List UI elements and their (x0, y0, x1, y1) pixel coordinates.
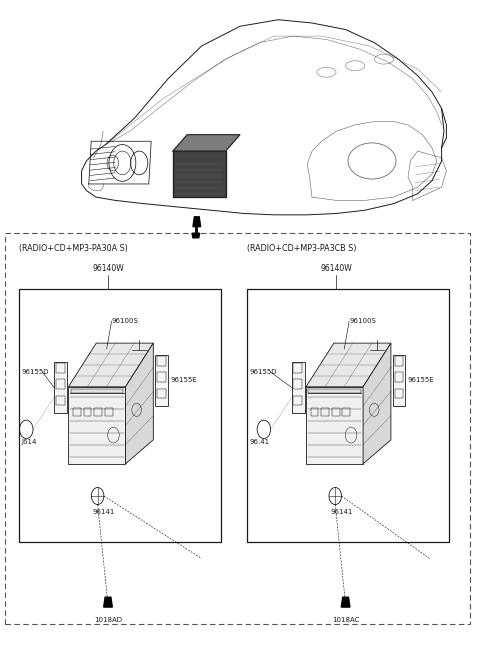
Polygon shape (291, 361, 305, 413)
Polygon shape (125, 343, 153, 464)
Polygon shape (393, 355, 405, 406)
Text: (RADIO+CD+MP3-PA30A S): (RADIO+CD+MP3-PA30A S) (19, 244, 128, 253)
Bar (332, 407, 340, 416)
Polygon shape (173, 151, 226, 197)
Text: 96155D: 96155D (22, 369, 49, 375)
Text: 1018AD: 1018AD (94, 616, 122, 623)
Text: 96155D: 96155D (250, 369, 277, 375)
Text: 96140W: 96140W (320, 263, 352, 273)
Polygon shape (341, 597, 350, 607)
Text: 96155E: 96155E (170, 378, 197, 384)
Bar (311, 407, 318, 416)
Bar (5, 233, 470, 624)
Bar (395, 389, 403, 398)
Polygon shape (69, 387, 125, 464)
Bar (73, 407, 81, 416)
Bar (56, 363, 64, 373)
Bar (157, 372, 166, 382)
Bar (94, 407, 102, 416)
Polygon shape (363, 343, 391, 464)
Bar (19, 289, 221, 542)
Polygon shape (306, 343, 391, 387)
Bar (395, 356, 403, 365)
Text: 96100S: 96100S (349, 318, 376, 325)
Text: 96140W: 96140W (92, 263, 124, 273)
Bar (157, 356, 166, 365)
Polygon shape (306, 387, 363, 464)
Text: 96141: 96141 (330, 509, 353, 516)
Polygon shape (155, 355, 168, 406)
Bar (56, 379, 64, 389)
Polygon shape (71, 389, 123, 394)
Bar (395, 372, 403, 382)
Text: J614: J614 (22, 440, 37, 445)
Polygon shape (308, 389, 360, 394)
Text: 96100S: 96100S (111, 318, 138, 325)
Polygon shape (193, 217, 201, 227)
Text: 96155E: 96155E (408, 378, 434, 384)
Polygon shape (54, 361, 67, 413)
Bar (105, 407, 113, 416)
Text: 96141: 96141 (93, 509, 115, 516)
Polygon shape (173, 135, 240, 151)
Bar (322, 407, 329, 416)
Text: 96.41: 96.41 (250, 440, 270, 445)
Polygon shape (192, 233, 200, 238)
Bar (157, 389, 166, 398)
Bar (293, 379, 302, 389)
Bar (293, 396, 302, 405)
Text: 1018AC: 1018AC (332, 616, 360, 623)
Bar (56, 396, 64, 405)
Bar (84, 407, 91, 416)
Polygon shape (69, 343, 153, 387)
Bar (247, 289, 449, 542)
Polygon shape (104, 597, 112, 607)
Text: (RADIO+CD+MP3-PA3CB S): (RADIO+CD+MP3-PA3CB S) (247, 244, 357, 253)
Bar (293, 363, 302, 373)
Bar (343, 407, 350, 416)
